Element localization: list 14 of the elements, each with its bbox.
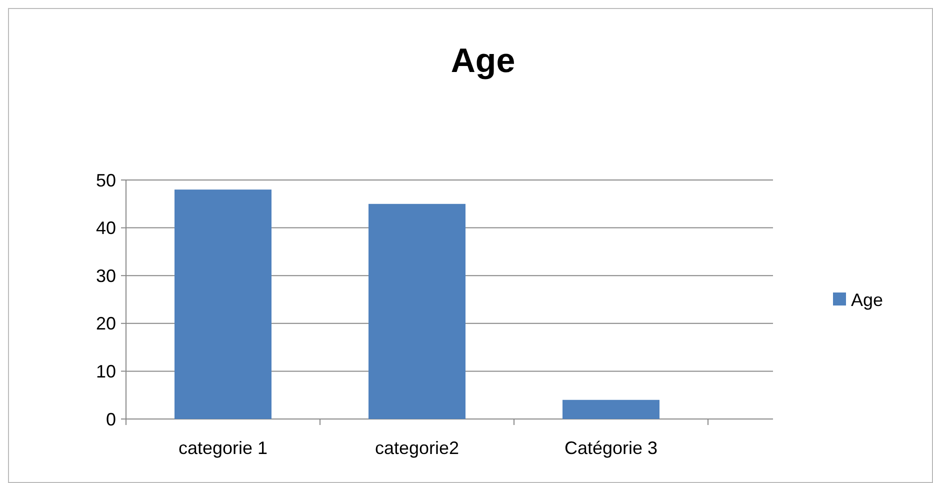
bar bbox=[368, 204, 466, 419]
legend-label: Age bbox=[851, 290, 884, 310]
chart-title: Age bbox=[450, 42, 516, 80]
y-tick-label: 50 bbox=[96, 170, 116, 190]
x-tick-label: Catégorie 3 bbox=[564, 438, 658, 458]
y-tick-label: 40 bbox=[96, 218, 116, 238]
x-tick-label: categorie2 bbox=[374, 438, 460, 458]
y-tick-label: 10 bbox=[96, 362, 116, 382]
y-tick-label: 0 bbox=[106, 409, 116, 430]
y-tick-label: 30 bbox=[96, 266, 116, 286]
y-tick-label: 20 bbox=[96, 314, 116, 334]
bar bbox=[174, 190, 272, 419]
x-tick-label: categorie 1 bbox=[178, 438, 268, 458]
bar bbox=[562, 400, 660, 419]
